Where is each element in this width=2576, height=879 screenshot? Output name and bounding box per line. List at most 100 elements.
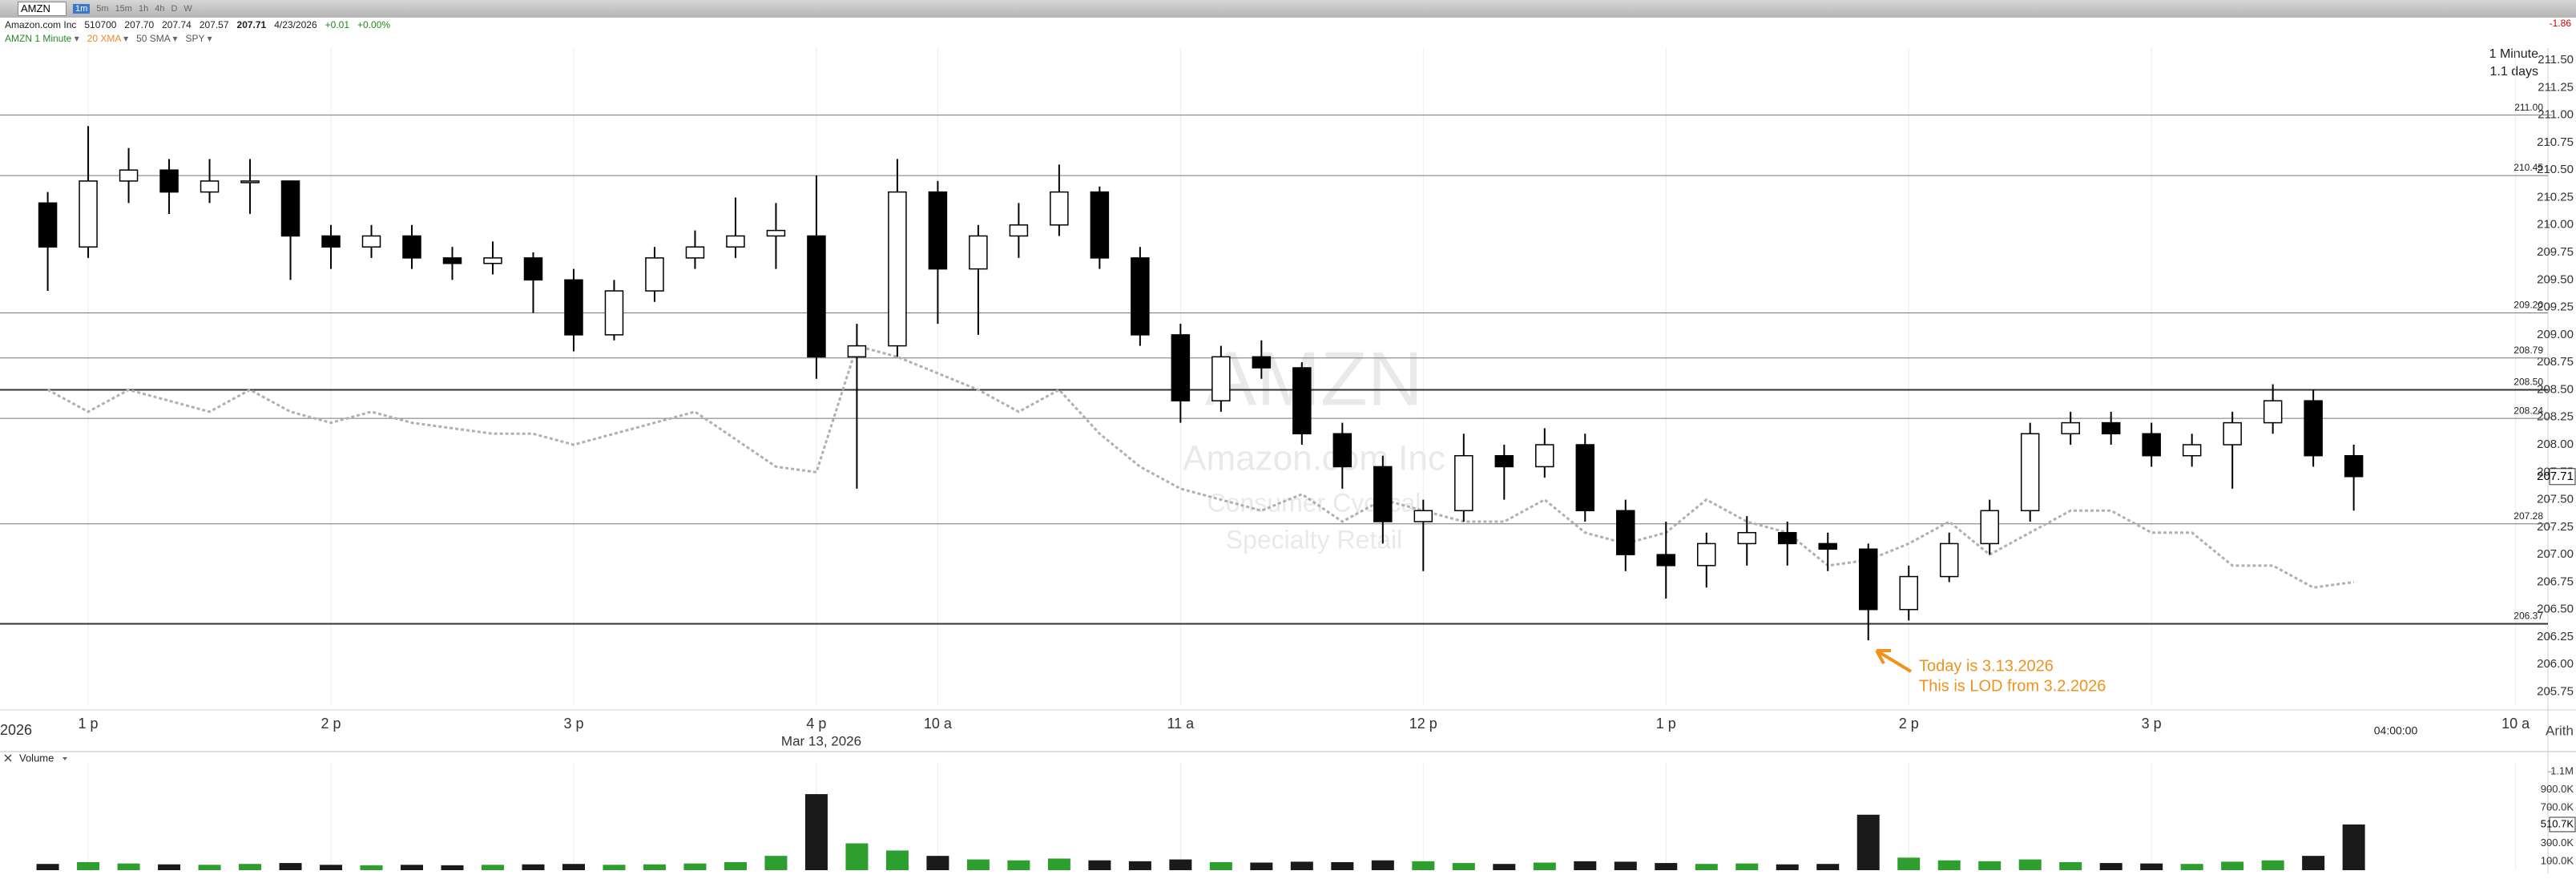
volume-bar <box>764 856 788 870</box>
series-menu[interactable]: AMZN 1 Minute <box>5 33 79 44</box>
candle-body <box>1211 356 1231 401</box>
interval-button[interactable]: D <box>171 4 178 14</box>
x-tick-label: 4 p <box>806 716 826 732</box>
candle-body <box>1737 531 1757 545</box>
indicator-menu[interactable]: 50 SMA <box>136 33 177 44</box>
candle-body <box>38 202 58 248</box>
overlay-line <box>46 344 2354 589</box>
x-tick-label: 10 a <box>2501 716 2530 732</box>
volume-bar <box>1493 864 1516 870</box>
y-tick-label: 210.25 <box>2537 190 2574 204</box>
candle-body <box>523 257 543 281</box>
volume-bar <box>117 863 140 870</box>
volume-bar <box>1331 861 1354 870</box>
overlay-menu[interactable]: SPY <box>186 33 212 44</box>
quote-date: 4/23/2026 <box>274 19 317 30</box>
interval-button[interactable]: 4h <box>155 4 165 14</box>
pane-close[interactable] <box>4 754 12 762</box>
annotation-text: Today is 3.13.2026 <box>1919 657 2054 675</box>
symbol-input[interactable]: AMZN <box>18 2 67 16</box>
candle-body <box>1454 454 1473 512</box>
volume-bar <box>683 863 707 870</box>
quote-low: 207.57 <box>199 19 229 30</box>
level-label: 208.79 <box>2514 345 2543 356</box>
candle-body <box>928 191 948 270</box>
x-tick-label: 3 p <box>2142 716 2162 732</box>
volume-bar <box>1169 859 1192 870</box>
volume-last-label: 510.7K <box>2541 817 2574 829</box>
candle-body <box>240 180 260 183</box>
y-tick-label: 209.75 <box>2537 245 2574 259</box>
volume-bar <box>1128 861 1151 870</box>
volume-bar <box>2221 861 2244 870</box>
volume-bar <box>1412 861 1435 870</box>
y-tick-label: 207.25 <box>2537 520 2574 534</box>
quote-change-pct: +0.00% <box>357 19 391 30</box>
x-tick-label: 10 a <box>924 716 953 732</box>
y-tick-label: 211.25 <box>2538 80 2574 94</box>
candle-body <box>604 290 624 336</box>
level-label: 210.45 <box>2514 162 2543 173</box>
volume-bar <box>1735 863 1759 870</box>
y-tick-label: 211.50 <box>2538 53 2574 67</box>
x-tick-label: 11 a <box>1167 716 1195 732</box>
y-tick-label: 209.00 <box>2537 328 2574 341</box>
candle-body <box>2142 433 2161 457</box>
annotation-text: This is LOD from 3.2.2026 <box>1919 677 2106 695</box>
quote-line: Amazon.com Inc 510700 207.70 207.74 207.… <box>5 19 390 30</box>
watermark: AMZN <box>1205 336 1423 421</box>
indicator-line: AMZN 1 Minute 20 XMA 50 SMA SPY <box>5 33 212 44</box>
volume-bar <box>401 865 424 870</box>
volume-bar <box>1695 864 1718 870</box>
last-price-box <box>2549 468 2576 486</box>
interval-button[interactable]: 1h <box>138 4 149 14</box>
volume-bar <box>481 865 504 870</box>
volume-bar <box>360 865 383 870</box>
candle-body <box>321 235 341 248</box>
y-tick-label: 208.00 <box>2537 437 2574 451</box>
candle-body <box>685 246 705 259</box>
year-label: 2026 <box>0 722 32 738</box>
volume-bar <box>845 843 869 870</box>
volume-bar <box>1452 863 1475 870</box>
quote-change: +0.01 <box>325 19 349 30</box>
interval-button[interactable]: W <box>183 4 192 14</box>
candle-body <box>766 229 786 237</box>
pane-menu-arrow[interactable] <box>62 757 67 760</box>
candle-body <box>200 180 220 193</box>
interval-button[interactable]: 5m <box>96 4 109 14</box>
candle-body <box>807 235 826 358</box>
candle-body <box>645 257 664 292</box>
level-label: 209.20 <box>2514 300 2543 311</box>
y-tick-label: 207.75 <box>2537 465 2574 478</box>
candle-body <box>969 235 988 270</box>
volume-bar <box>2099 863 2122 870</box>
volume-tick-label: 300.0K <box>2541 837 2574 849</box>
quote-name: Amazon.com Inc <box>5 19 77 30</box>
interval-button[interactable]: 15m <box>115 4 132 14</box>
candle-body <box>2182 444 2202 457</box>
quote-last: 207.71 <box>236 19 267 30</box>
x-tick-label: 2 p <box>1899 716 1919 732</box>
x-tick-label: 3 p <box>563 716 583 732</box>
volume-bar <box>1371 860 1394 870</box>
candle-body <box>1980 510 1999 545</box>
candle-body <box>2061 421 2080 435</box>
volume-bar <box>2302 856 2325 870</box>
volume-bar <box>522 864 545 870</box>
candle-body <box>2223 421 2242 446</box>
candle-body <box>1373 466 1393 522</box>
indicator-menu[interactable]: 20 XMA <box>87 33 128 44</box>
level-label: 208.24 <box>2514 405 2543 416</box>
quote-open: 207.70 <box>124 19 155 30</box>
interval-button[interactable]: 1m <box>73 4 91 14</box>
volume-bar <box>2180 864 2203 870</box>
scale-mode[interactable]: Arith <box>2546 723 2574 738</box>
candle-body <box>1939 542 1959 578</box>
candle-body <box>1332 433 1353 468</box>
candle-body <box>1171 334 1191 401</box>
volume-bar <box>1574 861 1597 870</box>
candle-body <box>1575 444 1595 512</box>
pane-title: Volume <box>19 752 54 764</box>
